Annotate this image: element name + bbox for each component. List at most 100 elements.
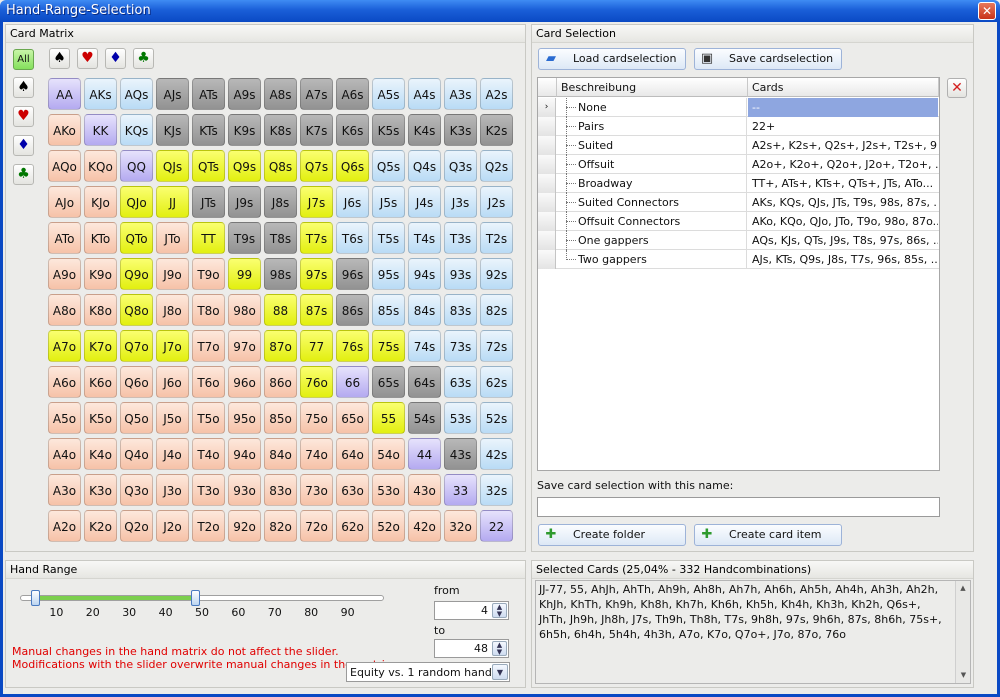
row-selector[interactable] [538, 250, 556, 269]
scroll-down-icon[interactable]: ▼ [960, 671, 967, 679]
hand-cell-73s[interactable]: 73s [444, 330, 477, 362]
range-slider-low-thumb[interactable] [30, 590, 40, 606]
all-suits-button[interactable]: All [13, 49, 34, 70]
hand-cell-k3s[interactable]: K3s [444, 114, 477, 146]
hand-cell-65s[interactable]: 65s [372, 366, 405, 398]
hand-cell-94o[interactable]: 94o [228, 438, 261, 470]
save-cardselection-button[interactable]: ▣ Save cardselection [694, 48, 842, 70]
hand-cell-qjo[interactable]: QJo [120, 186, 153, 218]
hand-cell-a2s[interactable]: A2s [480, 78, 513, 110]
hand-cell-kqo[interactable]: KQo [84, 150, 117, 182]
hand-cell-j8o[interactable]: J8o [156, 294, 189, 326]
hand-cell-t7o[interactable]: T7o [192, 330, 225, 362]
hand-cell-q5o[interactable]: Q5o [120, 402, 153, 434]
hand-cell-k6s[interactable]: K6s [336, 114, 369, 146]
hand-cell-93o[interactable]: 93o [228, 474, 261, 506]
hand-cell-k2s[interactable]: K2s [480, 114, 513, 146]
hand-cell-ats[interactable]: ATs [192, 78, 225, 110]
hand-cell-t9s[interactable]: T9s [228, 222, 261, 254]
create-folder-button[interactable]: ✚ Create folder [538, 524, 686, 546]
close-icon[interactable]: ✕ [978, 2, 996, 20]
hand-cell-aks[interactable]: AKs [84, 78, 117, 110]
hand-cell-a9o[interactable]: A9o [48, 258, 81, 290]
hand-cell-jto[interactable]: JTo [156, 222, 189, 254]
hand-cell-88[interactable]: 88 [264, 294, 297, 326]
hand-cell-63s[interactable]: 63s [444, 366, 477, 398]
column-header-description[interactable]: Beschreibung [557, 78, 748, 97]
hand-cell-94s[interactable]: 94s [408, 258, 441, 290]
hand-cell-66[interactable]: 66 [336, 366, 369, 398]
hand-cell-t9o[interactable]: T9o [192, 258, 225, 290]
selection-row[interactable]: Broadway TT+, ATs+, KTs+, QTs+, JTs, ATo.… [538, 174, 939, 193]
heart-icon[interactable]: ♥ [13, 106, 34, 127]
selection-row[interactable]: › None -- [538, 98, 939, 117]
hand-cell-96o[interactable]: 96o [228, 366, 261, 398]
vertical-scrollbar[interactable]: ▲ ▼ [955, 581, 970, 683]
hand-cell-q9o[interactable]: Q9o [120, 258, 153, 290]
hand-cell-a4o[interactable]: A4o [48, 438, 81, 470]
club-icon[interactable]: ♣ [133, 48, 154, 69]
hand-cell-74o[interactable]: 74o [300, 438, 333, 470]
hand-cell-87o[interactable]: 87o [264, 330, 297, 362]
row-selector[interactable] [538, 231, 556, 250]
hand-cell-aa[interactable]: AA [48, 78, 81, 110]
hand-cell-54o[interactable]: 54o [372, 438, 405, 470]
hand-cell-32o[interactable]: 32o [444, 510, 477, 542]
hand-cell-tt[interactable]: TT [192, 222, 225, 254]
hand-cell-85o[interactable]: 85o [264, 402, 297, 434]
hand-cell-82o[interactable]: 82o [264, 510, 297, 542]
hand-cell-a7s[interactable]: A7s [300, 78, 333, 110]
hand-cell-86s[interactable]: 86s [336, 294, 369, 326]
row-selector[interactable] [538, 136, 556, 155]
hand-cell-ato[interactable]: ATo [48, 222, 81, 254]
hand-cell-j2s[interactable]: J2s [480, 186, 513, 218]
to-spinner[interactable]: 48 ▲ ▼ [434, 639, 509, 658]
hand-cell-86o[interactable]: 86o [264, 366, 297, 398]
hand-cell-k4o[interactable]: K4o [84, 438, 117, 470]
hand-cell-77[interactable]: 77 [300, 330, 333, 362]
hand-cell-a7o[interactable]: A7o [48, 330, 81, 362]
hand-cell-a6o[interactable]: A6o [48, 366, 81, 398]
hand-cell-jts[interactable]: JTs [192, 186, 225, 218]
hand-cell-q9s[interactable]: Q9s [228, 150, 261, 182]
hand-cell-k9s[interactable]: K9s [228, 114, 261, 146]
hand-cell-84o[interactable]: 84o [264, 438, 297, 470]
selection-row[interactable]: Two gappers AJs, KTs, Q9s, J8s, T7s, 96s,… [538, 250, 939, 269]
hand-cell-ajs[interactable]: AJs [156, 78, 189, 110]
hand-cell-j5o[interactable]: J5o [156, 402, 189, 434]
hand-cell-k5s[interactable]: K5s [372, 114, 405, 146]
hand-cell-76o[interactable]: 76o [300, 366, 333, 398]
hand-cell-j4o[interactable]: J4o [156, 438, 189, 470]
hand-cell-96s[interactable]: 96s [336, 258, 369, 290]
hand-cell-75o[interactable]: 75o [300, 402, 333, 434]
hand-cell-j6s[interactable]: J6s [336, 186, 369, 218]
hand-cell-jj[interactable]: JJ [156, 186, 189, 218]
hand-cell-ako[interactable]: AKo [48, 114, 81, 146]
hand-cell-q6o[interactable]: Q6o [120, 366, 153, 398]
hand-cell-92s[interactable]: 92s [480, 258, 513, 290]
hand-cell-j8s[interactable]: J8s [264, 186, 297, 218]
hand-cell-q3o[interactable]: Q3o [120, 474, 153, 506]
hand-cell-97o[interactable]: 97o [228, 330, 261, 362]
club-icon[interactable]: ♣ [13, 164, 34, 185]
selection-row[interactable]: Pairs 22+ [538, 117, 939, 136]
hand-cell-95s[interactable]: 95s [372, 258, 405, 290]
hand-cell-42o[interactable]: 42o [408, 510, 441, 542]
hand-cell-22[interactable]: 22 [480, 510, 513, 542]
chevron-down-icon[interactable]: ▼ [492, 664, 508, 680]
hand-cell-qjs[interactable]: QJs [156, 150, 189, 182]
selection-row[interactable]: Offsuit A2o+, K2o+, Q2o+, J2o+, T2o+, ... [538, 155, 939, 174]
hand-cell-a8s[interactable]: A8s [264, 78, 297, 110]
hand-cell-83s[interactable]: 83s [444, 294, 477, 326]
hand-cell-t3o[interactable]: T3o [192, 474, 225, 506]
hand-cell-a9s[interactable]: A9s [228, 78, 261, 110]
hand-cell-65o[interactable]: 65o [336, 402, 369, 434]
hand-cell-k7o[interactable]: K7o [84, 330, 117, 362]
hand-cell-44[interactable]: 44 [408, 438, 441, 470]
hand-cell-93s[interactable]: 93s [444, 258, 477, 290]
hand-cell-j6o[interactable]: J6o [156, 366, 189, 398]
hand-cell-k8o[interactable]: K8o [84, 294, 117, 326]
hand-cell-q7s[interactable]: Q7s [300, 150, 333, 182]
hand-cell-53o[interactable]: 53o [372, 474, 405, 506]
hand-cell-84s[interactable]: 84s [408, 294, 441, 326]
